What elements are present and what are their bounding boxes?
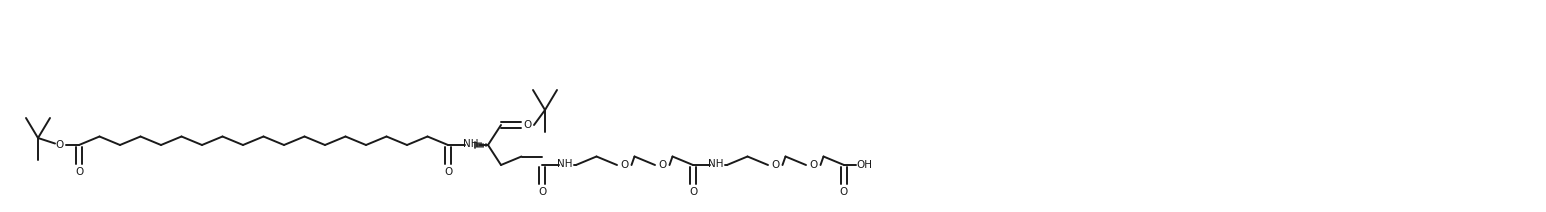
Text: O: O <box>444 167 451 177</box>
Text: O: O <box>523 120 532 130</box>
Text: O: O <box>839 187 849 197</box>
Text: NH: NH <box>557 159 572 169</box>
Text: O: O <box>538 187 546 197</box>
Text: O: O <box>659 160 666 170</box>
Text: O: O <box>771 160 779 170</box>
Text: O: O <box>690 187 697 197</box>
Text: NH: NH <box>708 159 724 169</box>
Text: OH: OH <box>856 160 872 170</box>
Text: O: O <box>74 167 83 177</box>
Text: O: O <box>810 160 818 170</box>
Text: NH: NH <box>464 139 479 149</box>
Text: O: O <box>620 160 629 170</box>
Text: O: O <box>54 140 63 150</box>
